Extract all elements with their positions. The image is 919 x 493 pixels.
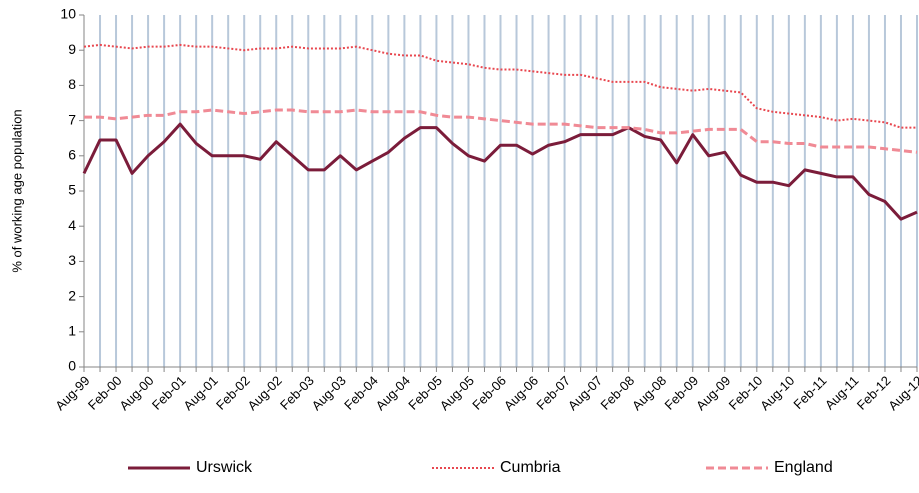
x-tick-label: Aug-11 xyxy=(822,373,862,413)
y-tick-label: 2 xyxy=(68,287,76,303)
legend-label: England xyxy=(774,459,833,476)
legend-label: Cumbria xyxy=(500,459,561,476)
series-line xyxy=(82,122,918,221)
x-tick-label: Aug-12 xyxy=(885,373,919,413)
x-tick-label: Aug-06 xyxy=(501,373,541,413)
y-tick-label: 9 xyxy=(68,41,76,57)
x-tick-label: Feb-07 xyxy=(533,373,573,413)
x-tick-label: Aug-02 xyxy=(245,373,285,413)
x-tick-label: Aug-05 xyxy=(437,373,477,413)
x-tick-label: Feb-00 xyxy=(85,373,125,413)
x-tick-label: Aug-07 xyxy=(565,373,605,413)
legend-label: Urswick xyxy=(196,459,253,476)
x-tick-label: Feb-04 xyxy=(341,373,381,413)
x-tick-label: Feb-06 xyxy=(469,373,509,413)
x-tick-label: Aug-08 xyxy=(629,373,669,413)
y-tick-label: 10 xyxy=(60,6,76,22)
series-line xyxy=(83,43,917,129)
x-tick-label: Feb-10 xyxy=(726,373,766,413)
x-tick-label: Aug-00 xyxy=(116,373,156,413)
x-tick-label: Aug-09 xyxy=(693,373,733,413)
x-tick-label: Feb-02 xyxy=(213,373,253,413)
x-tick-label: Feb-03 xyxy=(277,373,317,413)
y-tick-label: 3 xyxy=(68,252,76,268)
x-tick-label: Aug-03 xyxy=(309,373,349,413)
y-tick-label: 6 xyxy=(68,147,76,163)
x-tick-label: Aug-99 xyxy=(52,373,92,413)
y-tick-label: 7 xyxy=(68,111,76,127)
x-tick-label: Feb-09 xyxy=(662,373,702,413)
y-tick-label: 4 xyxy=(68,217,76,233)
x-tick-label: Feb-12 xyxy=(854,373,894,413)
y-axis-label: % of working age population xyxy=(9,109,24,272)
x-tick-label: Feb-05 xyxy=(405,373,445,413)
x-tick-label: Feb-11 xyxy=(790,373,829,412)
x-tick-label: Aug-04 xyxy=(373,373,413,413)
y-tick-label: 1 xyxy=(68,323,76,339)
y-tick-label: 8 xyxy=(68,76,76,92)
x-tick-label: Aug-10 xyxy=(757,373,797,413)
x-tick-label: Feb-08 xyxy=(597,373,637,413)
y-tick-label: 0 xyxy=(68,358,76,374)
x-tick-label: Aug-01 xyxy=(180,373,220,413)
y-tick-label: 5 xyxy=(68,182,76,198)
series-line xyxy=(84,108,918,154)
x-tick-label: Feb-01 xyxy=(149,373,189,413)
